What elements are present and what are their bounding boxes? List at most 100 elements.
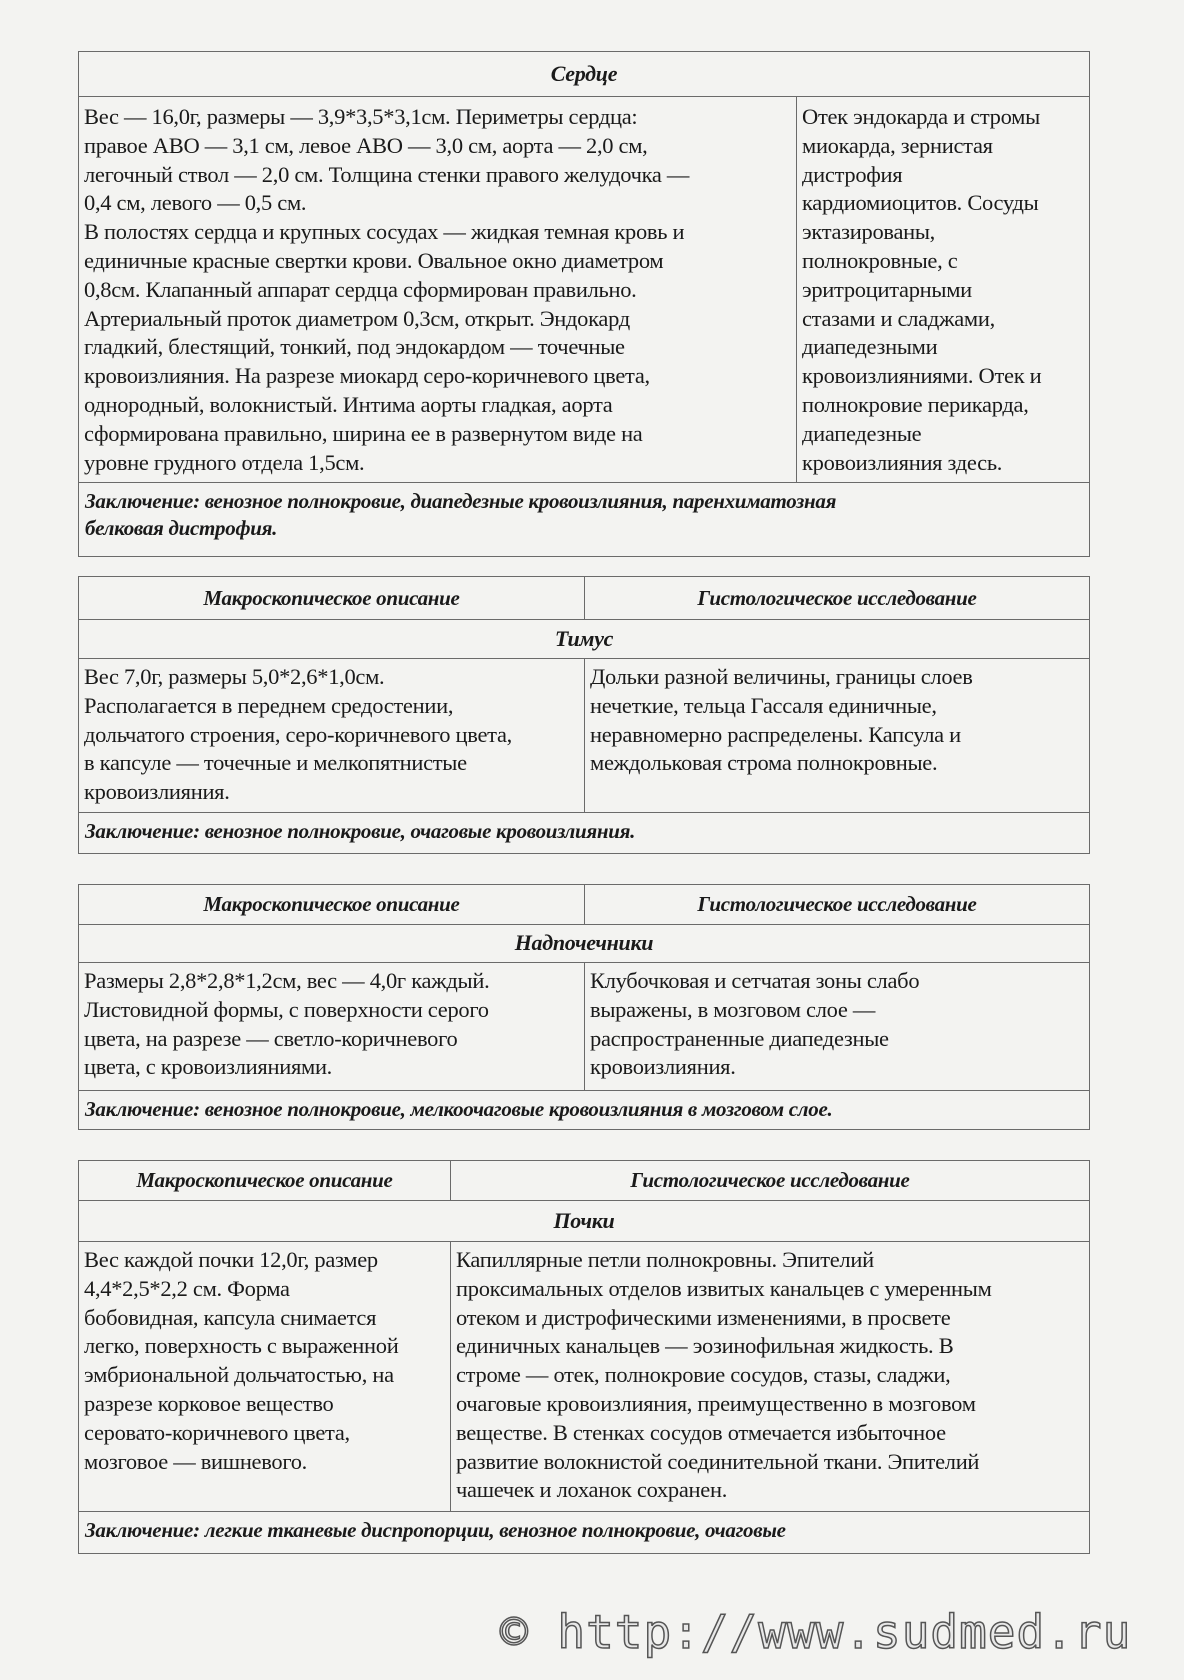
organ-title: Надпочечники [514,930,654,956]
header-histo: Гистологическое исследование [697,892,977,917]
text-line: веществе. В стенках сосудов отмечается и… [456,1419,946,1445]
text-line: распространенные диапедезные [590,1025,889,1051]
text-line: неравномерно распределены. Капсула и [590,721,961,747]
text-line: мозговое — вишневого. [84,1448,308,1474]
text-line: в капсуле — точечные и мелкопятнистые [84,750,467,776]
text-line: единичных канальцев — эозинофильная жидк… [456,1333,954,1359]
text-line: междольковая строма полнокровные. [590,750,938,776]
text-line: дольчатого строения, серо-коричневого цв… [84,721,512,747]
header-macro: Макроскопическое описание [79,885,585,924]
text-line: Располагается в переднем средостении, [84,692,454,718]
text-line: Размеры 2,8*2,8*1,2см, вес — 4,0г каждый… [84,968,490,993]
organ-title-row: Тимус [79,620,1089,659]
watermark: © http://www.sudmed.ru [499,1604,1132,1660]
macro-description: Размеры 2,8*2,8*1,2см, вес — 4,0г каждый… [79,963,585,1090]
text-line: Капиллярные петли полнокровны. Эпителий [456,1247,874,1272]
organ-title-row: Сердце [79,52,1089,97]
header-row: Макроскопическое описание Гистологическо… [79,577,1089,620]
text-line: кровоизлияния. [590,1054,736,1080]
histo-description: Клубочковая и сетчатая зоны слабо выражен… [585,963,1089,1090]
histo-description: Дольки разной величины, границы слоев неч… [585,659,1089,812]
text-line: гладкий, блестящий, тонкий, под эндокард… [84,334,625,360]
organ-title: Сердце [550,60,618,86]
organ-title: Почки [553,1207,615,1233]
text-line: бобовидная, капсула снимается [84,1304,377,1330]
text-line: чашечек и лоханок сохранен. [456,1477,728,1503]
text-line: Отек эндокарда и стромы [802,104,1040,129]
thymus-table: Макроскопическое описание Гистологическо… [78,576,1090,854]
text-line: развитие волокнистой соединительной ткан… [456,1448,980,1474]
text-line: Дольки разной величины, границы слоев [590,664,973,689]
text-line: эктазированы, [802,219,936,245]
text-line: 4,4*2,5*2,2 см. Форма [84,1275,290,1301]
text-line: выражены, в мозговом слое — [590,996,876,1022]
conclusion: Заключение: легкие тканевые диспропорции… [79,1512,1089,1555]
organ-title-row: Надпочечники [79,925,1089,963]
text-line: отеком и дистрофическими изменениями, в … [456,1304,951,1330]
conclusion: Заключение: венозное полнокровие, очагов… [79,813,1089,855]
text-line: кровоизлияниями. Отек и [802,363,1042,389]
text-line: эритроцитарными [802,276,972,302]
text-line: Клубочковая и сетчатая зоны слабо [590,968,920,993]
text-line: Листовидной формы, с поверхности серого [84,996,489,1022]
macro-description: Вес 7,0г, размеры 5,0*2,6*1,0см. Располаг… [79,659,585,812]
organ-title-row: Почки [79,1201,1089,1242]
text-line: серовато-коричневого цвета, [84,1419,350,1445]
text-line: эмбриональной дольчатостью, на [84,1362,394,1388]
description-row: Вес каждой почки 12,0г, размер 4,4*2,5*2,… [79,1242,1089,1512]
organ-title: Тимус [554,625,614,651]
text-line: сформирована правильно, ширина ее в разв… [84,420,643,446]
text-line: уровне грудного отдела 1,5см. [84,449,365,475]
header-histo: Гистологическое исследование [697,585,977,610]
text-line: кровоизлияния здесь. [802,449,1003,475]
conclusion-row: Заключение: венозное полнокровие, мелкоо… [79,1091,1089,1131]
text-line: Артериальный проток диаметром 0,3см, отк… [84,305,630,331]
text-line: однородный, волокнистый. Интима аорты гл… [84,391,613,417]
text-line: диапедезными [802,334,938,360]
text-line: Заключение: легкие тканевые диспропорции… [85,1518,786,1542]
text-line: очаговые кровоизлияния, преимущественно … [456,1390,976,1416]
macro-description: Вес каждой почки 12,0г, размер 4,4*2,5*2,… [79,1242,451,1511]
text-line: нечеткие, тельца Гассаля единичные, [590,692,937,718]
text-line: диапедезные [802,420,922,446]
text-line: единичные красные свертки крови. Овально… [84,247,664,273]
text-line: Заключение: венозное полнокровие, диапед… [85,489,837,513]
text-line: цвета, на разрезе — светло-коричневого [84,1025,458,1051]
text-line: дистрофия [802,161,903,187]
header-row: Макроскопическое описание Гистологическо… [79,885,1089,925]
text-line: кровоизлияния. [84,779,230,805]
conclusion-row: Заключение: венозное полнокровие, диапед… [79,483,1089,558]
histo-description: Отек эндокарда и стромы миокарда, зернист… [797,97,1089,482]
text-line: стазами и сладжами, [802,305,995,331]
text-line: строме — отек, полнокровие сосудов, стаз… [456,1362,951,1388]
histo-description: Капиллярные петли полнокровны. Эпителий п… [451,1242,1089,1511]
text-line: Вес каждой почки 12,0г, размер [84,1247,378,1272]
macro-description: Вес — 16,0г, размеры — 3,9*3,5*3,1см. Пе… [79,97,797,482]
description-row: Вес 7,0г, размеры 5,0*2,6*1,0см. Располаг… [79,659,1089,813]
text-line: проксимальных отделов извитых канальцев … [456,1275,992,1301]
description-row: Вес — 16,0г, размеры — 3,9*3,5*3,1см. Пе… [79,97,1089,483]
text-line: цвета, с кровоизлияниями. [84,1054,333,1080]
text-line: полнокровные, с [802,247,958,273]
text-line: кардиомиоцитов. Сосуды [802,190,1039,216]
conclusion: Заключение: венозное полнокровие, диапед… [79,483,1089,558]
heart-table: Сердце Вес — 16,0г, размеры — 3,9*3,5*3,… [78,51,1090,557]
text-line: кровоизлияния. На разрезе миокард серо-к… [84,363,650,389]
text-line: белковая дистрофия. [85,516,278,540]
text-line: 0,4 см, левого — 0,5 см. [84,190,307,216]
description-row: Размеры 2,8*2,8*1,2см, вес — 4,0г каждый… [79,963,1089,1091]
conclusion-row: Заключение: венозное полнокровие, очагов… [79,813,1089,855]
text-line: Заключение: венозное полнокровие, мелкоо… [85,1097,833,1121]
text-line: разрезе корковое вещество [84,1390,334,1416]
kidneys-table: Макроскопическое описание Гистологическо… [78,1160,1090,1554]
adrenals-table: Макроскопическое описание Гистологическо… [78,884,1090,1130]
text-line: Заключение: венозное полнокровие, очагов… [85,819,636,843]
text-line: легко, поверхность с выраженной [84,1333,399,1359]
text-line: легочный ствол — 2,0 см. Толщина стенки … [84,161,690,187]
text-line: миокарда, зернистая [802,132,993,158]
text-line: Вес — 16,0г, размеры — 3,9*3,5*3,1см. Пе… [84,104,638,129]
header-macro: Макроскопическое описание [79,1161,451,1200]
conclusion: Заключение: венозное полнокровие, мелкоо… [79,1091,1089,1131]
conclusion-row: Заключение: легкие тканевые диспропорции… [79,1512,1089,1555]
text-line: полнокровие перикарда, [802,391,1029,417]
